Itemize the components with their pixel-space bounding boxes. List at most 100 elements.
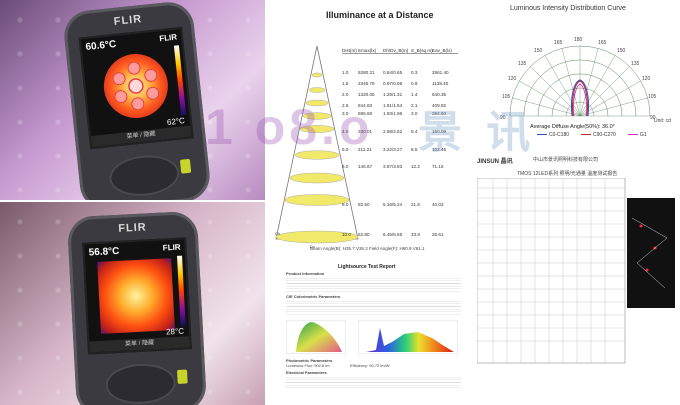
table-cell: 4.0 [342, 129, 349, 134]
temperature-scale [173, 45, 187, 116]
table-cell: 1.61/1.64 [383, 103, 403, 108]
col-dist: Dist(m) [342, 48, 357, 53]
watermark-latin: 1 o8.o [205, 99, 374, 155]
legend-item-c90: C90-C270 [581, 132, 616, 138]
table-row: 5.0 211.21 3.22/3.27 8.5 102.46 [342, 147, 456, 152]
table-cell: 1138.40 [432, 81, 449, 86]
report-flux: Luminous Flux: 902.8 lm [286, 363, 330, 368]
cn-brand: JINSUN 晶讯 [477, 159, 513, 165]
table-cell: 2.58/2.62 [383, 129, 403, 134]
angle-label: 135 [631, 61, 640, 67]
table-cell: 0.8 [411, 81, 418, 86]
table-cell: 586.68 [358, 111, 373, 116]
table-cell: 25.61 [432, 232, 444, 237]
table-row: 3.0 586.68 1.93/1.96 3.0 284.60 [342, 111, 456, 116]
watermark-chinese: 景 讯 [418, 108, 537, 157]
product-info-lines [286, 276, 461, 292]
table-cell: 2561.40 [432, 70, 449, 75]
table-cell: 1.29/1.31 [383, 92, 403, 97]
thermal-hotspot [97, 258, 175, 334]
report-photo-section: Photometric Parameters [286, 358, 333, 363]
table-cell: 10.0 [342, 232, 351, 237]
angle-label-top: 180 [574, 37, 583, 43]
angle-label: 165 [554, 40, 563, 46]
table-cell: 5.16/5.24 [383, 202, 403, 207]
dv-label: Dv [310, 244, 315, 249]
camera-menu: 菜单 / 隐藏 [89, 336, 190, 353]
table-cell: 330.01 [358, 129, 373, 134]
table-cell: 52.80 [358, 232, 370, 237]
table-cell: 3.0 [411, 111, 418, 116]
table-cell: 8.0 [342, 202, 349, 207]
table-cell: 8.5 [411, 147, 418, 152]
table-cell: 71.15 [432, 164, 444, 169]
min-temperature: 28°C [165, 326, 185, 337]
angle-label-left: 90 [500, 115, 506, 121]
table-row: 1.5 2346.76 0.97/0.98 0.8 1138.40 [342, 81, 456, 86]
polar-beam-text: Average Diffuse Angle(50%): 36.0° [530, 124, 615, 130]
camera-side-button [179, 158, 192, 174]
col-eav: Eav_B(lx) [432, 48, 452, 53]
legend-label: C90-C270 [593, 132, 616, 138]
illuminance-title: Illuminance at a Distance [326, 10, 434, 20]
camera-brand: FLIR [117, 221, 148, 235]
legend-label: G1 [639, 132, 647, 138]
table-cell: 33.8 [411, 232, 420, 237]
table-cell: 5.4 [411, 129, 418, 134]
table-cell: 284.60 [432, 111, 447, 116]
report-elec-section: Electrical Parameters [286, 370, 327, 375]
thermal-photo-top: FLIR 60.6°C FLIR 62°C 菜单 / 隐藏 [0, 0, 265, 200]
angle-label: 165 [598, 40, 607, 46]
thermal-camera: FLIR 60.6°C FLIR 62°C 菜单 / 隐藏 [61, 0, 213, 200]
polar-panel: Luminous Intensity Distribution Curve [482, 0, 680, 150]
table-cell: 102.46 [432, 147, 447, 152]
table-cell: 82.50 [358, 202, 370, 207]
legend-item-c0: C0-C180 [537, 132, 569, 138]
report-cie-section: CIE Colorimetric Parameters [286, 294, 341, 299]
table-cell: 0.64/0.65 [383, 70, 403, 75]
table-row: 8.0 82.50 5.16/5.24 21.6 40.02 [342, 202, 456, 207]
curve-g1 [573, 83, 587, 117]
illuminance-table: Dist(m) Emax(lx) Dh/Dv_B(m) S_B(sq.m) Ea… [342, 48, 458, 237]
table-cell: 1.0 [342, 70, 349, 75]
max-temperature: 56.8°C [88, 245, 120, 259]
angle-label: 150 [534, 48, 543, 54]
cie-diagram [286, 320, 346, 354]
polar-units: Unit: cd [654, 118, 671, 124]
illuminance-panel: Illuminance at a Distance Dh Dv Dist(m) … [270, 0, 480, 255]
angle-label: 135 [518, 61, 527, 67]
camera-dpad [104, 362, 177, 405]
col-s: S_B(sq.m) [411, 48, 433, 53]
cn-test-report: JINSUN 晶讯 中山市景讯照明科技有限公司 TMOS 12LED系列 照明/… [475, 150, 680, 405]
table-cell: 2.1 [411, 103, 418, 108]
camera-screen: 60.6°C FLIR 62°C 菜单 / 隐藏 [78, 26, 194, 150]
table-cell: 5280.21 [358, 70, 375, 75]
lightsource-report: Lightsource Test Report Product Informat… [280, 258, 475, 405]
table-cell: 1320.05 [358, 92, 375, 97]
led-array-icon [112, 61, 160, 111]
table-cell: 1.4 [411, 92, 418, 97]
table-cell: 40.02 [432, 202, 444, 207]
table-cell: 211.21 [358, 147, 372, 152]
legend-label: C0-C180 [549, 132, 570, 138]
col-emax: Emax(lx) [358, 48, 377, 53]
beam-cone-diagram [275, 45, 359, 244]
cn-title: TMOS 12LED系列 照明/光通量 温度测试报告 [517, 171, 618, 177]
col-dhdv: Dh/Dv_B(m) [383, 48, 409, 53]
report-title: Lightsource Test Report [338, 264, 396, 270]
table-cell: 146.67 [358, 164, 373, 169]
angle-label: 150 [617, 48, 626, 54]
polar-legend: C0-C180 C90-C270 G1 [537, 132, 646, 138]
dh-label: Dh [275, 231, 281, 236]
table-header: Dist(m) Emax(lx) Dh/Dv_B(m) S_B(sq.m) Ea… [342, 48, 458, 54]
screen-logo: FLIR [162, 242, 181, 253]
table-cell: 640.35 [432, 92, 447, 97]
curve-c0-c180 [571, 79, 589, 117]
beam-angle-footer: Beam Angle(B): H35.7 V36.2 Field Angle(F… [310, 246, 425, 251]
polar-title: Luminous Intensity Distribution Curve [510, 5, 626, 12]
angle-label: 120 [642, 76, 651, 82]
screen-logo: FLIR [158, 32, 178, 44]
cn-company: 中山市景讯照明科技有限公司 [533, 157, 599, 163]
table-cell: 3.87/3.93 [383, 164, 403, 169]
elec-lines [286, 375, 461, 389]
